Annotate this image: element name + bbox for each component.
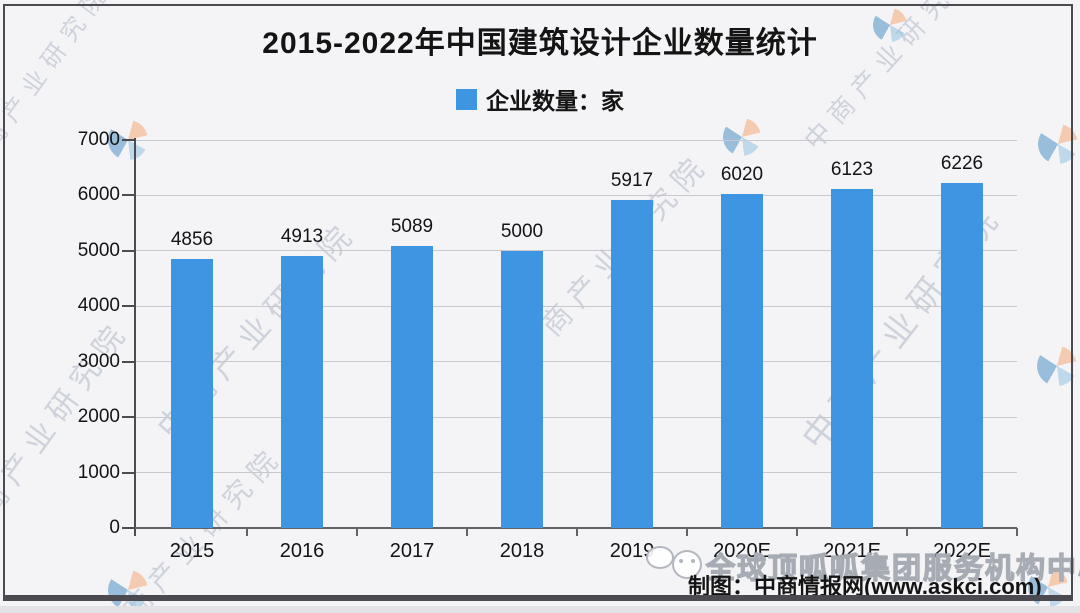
y-axis-label: 2000 [77, 406, 120, 428]
brand-logo-icon [723, 118, 761, 156]
gridline [135, 305, 1017, 307]
x-axis-label: 2020E [713, 540, 771, 562]
y-axis-label: 5000 [77, 239, 120, 261]
x-tick [1016, 528, 1018, 536]
x-axis-label: 2019 [609, 540, 655, 562]
y-axis-label: 6000 [77, 184, 120, 206]
legend-item: 企业数量：家 [456, 82, 624, 116]
gridline [135, 250, 1017, 252]
source-credit: 制图：中商情报网(www.askci.com) [688, 574, 1042, 599]
bottom-strip [0, 606, 1080, 613]
x-tick [246, 528, 248, 536]
y-axis-label: 4000 [77, 295, 120, 317]
bar-value-label: 6020 [720, 164, 764, 185]
bar-value-label: 6226 [940, 153, 984, 174]
y-tick [122, 249, 135, 252]
x-tick [576, 528, 578, 536]
y-tick [122, 360, 135, 363]
legend: 企业数量：家 [0, 82, 1080, 114]
bar [721, 194, 763, 528]
x-tick [356, 528, 358, 536]
bar [171, 259, 213, 528]
x-axis-label: 2015 [169, 540, 215, 562]
brand-logo-icon [1037, 346, 1077, 386]
y-tick [122, 194, 135, 197]
bar-value-label: 5089 [390, 216, 434, 237]
bar [941, 183, 983, 528]
legend-swatch-icon [456, 88, 477, 110]
brand-watermark-text: 中商产业研究院 [0, 313, 137, 555]
bar [831, 189, 873, 528]
y-axis-label: 7000 [77, 129, 120, 150]
y-axis-line [134, 138, 136, 536]
bar-value-label: 5000 [500, 221, 544, 242]
legend-label: 企业数量：家 [486, 88, 624, 114]
x-tick [796, 528, 798, 536]
bar [391, 246, 433, 528]
gridline [135, 472, 1017, 474]
bar [281, 256, 323, 528]
x-axis-label: 2017 [389, 540, 435, 562]
bar-value-label: 4856 [170, 229, 214, 250]
brand-logo-icon [108, 570, 148, 610]
y-axis-label: 1000 [77, 461, 120, 483]
speech-bubble-icon [646, 546, 674, 569]
gridline [135, 416, 1017, 418]
gridline [135, 194, 1017, 196]
overlay-watermark-text: 全球顶呱呱集团服务机构中心 [705, 552, 1080, 585]
x-axis-label: 2018 [499, 540, 545, 562]
x-tick [906, 528, 908, 536]
gridline [135, 361, 1017, 363]
y-tick [122, 471, 135, 474]
brand-logo-icon [1038, 124, 1078, 164]
x-tick [466, 528, 468, 536]
y-tick [122, 305, 135, 308]
chart-title: 2015-2022年中国建筑设计企业数量统计 [262, 27, 818, 60]
bar-value-label: 4913 [280, 226, 324, 247]
y-tick [122, 416, 135, 419]
bar [611, 200, 653, 528]
x-axis-label: 2022E [933, 540, 991, 562]
y-axis-label: 3000 [77, 350, 120, 372]
bar-value-label: 5917 [610, 170, 654, 191]
x-axis-label: 2016 [279, 540, 325, 562]
brand-watermark-text: 中商产业研究院 [150, 213, 364, 446]
y-axis-label: 0 [109, 517, 120, 538]
gridline [135, 139, 1017, 141]
x-tick [686, 528, 688, 536]
x-axis-label: 2021E [823, 540, 881, 562]
brand-watermark-text: 中商产业研究院 [795, 196, 1011, 457]
y-tick [122, 527, 135, 529]
bar-value-label: 6123 [830, 159, 874, 180]
bar [501, 251, 543, 528]
mascot-face-icon [672, 550, 702, 579]
